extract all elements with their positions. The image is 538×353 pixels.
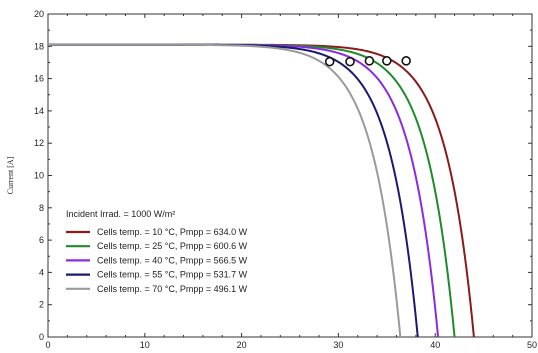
y-tick-label: 10 xyxy=(34,171,44,181)
legend-entry-5: Cells temp. = 70 °C, Pmpp = 496.1 W xyxy=(97,284,248,294)
y-tick-label: 16 xyxy=(34,74,44,84)
y-tick-label: 12 xyxy=(34,138,44,148)
y-tick-label: 6 xyxy=(39,235,44,245)
mpp-point-3 xyxy=(364,56,375,66)
x-tick-label: 50 xyxy=(527,340,537,350)
y-tick-label: 8 xyxy=(39,203,44,213)
x-tick-label: 40 xyxy=(430,340,440,350)
legend: Incident Irrad. = 1000 W/m² Cells temp. =… xyxy=(66,209,248,294)
series-lines xyxy=(48,43,475,338)
mpp-point-5 xyxy=(324,56,335,67)
mpp-point-2 xyxy=(381,56,392,66)
x-tick-label: 10 xyxy=(140,340,150,350)
y-tick-label: 4 xyxy=(39,267,44,277)
axes: 0 2 4 6 8 10 12 14 16 18 20 0 10 20 30 40 50 xyxy=(34,9,537,350)
mpp-point-1 xyxy=(401,56,411,66)
x-tick-label: 30 xyxy=(333,340,343,350)
y-tick-label: 18 xyxy=(34,41,44,51)
series-line-5 xyxy=(48,43,402,338)
y-tick-label: 0 xyxy=(39,332,44,342)
legend-entry-2: Cells temp. = 25 °C, Pmpp = 600.6 W xyxy=(97,241,248,251)
mpp-point-4 xyxy=(345,56,355,67)
legend-title: Incident Irrad. = 1000 W/m² xyxy=(66,209,175,219)
y-tick-label: 20 xyxy=(34,9,44,19)
mpp-markers xyxy=(324,56,411,67)
legend-entry-4: Cells temp. = 55 °C, Pmpp = 531.7 W xyxy=(97,270,248,280)
y-tick-label: 2 xyxy=(39,300,44,310)
x-tick-label: 0 xyxy=(45,340,50,350)
y-tick-label: 14 xyxy=(34,106,44,116)
legend-entry-3: Cells temp. = 40 °C, Pmpp = 566.5 W xyxy=(97,255,248,265)
x-tick-label: 20 xyxy=(237,340,247,350)
y-axis-label: Current [A] xyxy=(6,156,15,194)
legend-entry-1: Cells temp. = 10 °C, Pmpp = 634.0 W xyxy=(97,227,248,237)
